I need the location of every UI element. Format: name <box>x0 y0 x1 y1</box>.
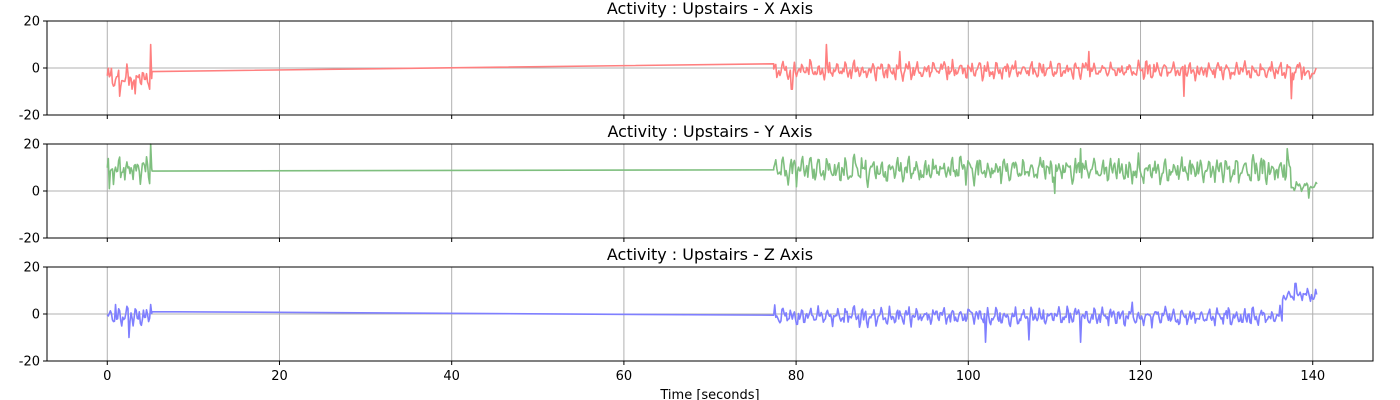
x-tick-label: 60 <box>616 369 633 384</box>
chart-title: Activity : Upstairs - Y Axis <box>607 122 812 141</box>
x-tick-label: 20 <box>271 369 288 384</box>
chart-panel-3: -20 0 20 0 20 40 60 80 100 120 140 Activity : Upsta… <box>19 245 1374 400</box>
chart-panel-1: -20 0 20 Activity : Upstairs - X Axis <box>19 0 1374 124</box>
x-tick-label: 120 <box>1128 369 1153 384</box>
x-tick-label: 0 <box>103 369 111 384</box>
series-line <box>106 282 1318 343</box>
chart-panel-2: -20 0 20 Activity : Upstairs - Y Axis <box>19 122 1374 247</box>
x-tick-label: 100 <box>956 369 981 384</box>
chart-title: Activity : Upstairs - X Axis <box>607 0 813 18</box>
y-tick-label: -20 <box>19 355 40 370</box>
y-tick-label: -20 <box>19 232 40 247</box>
x-tick-label: 80 <box>788 369 805 384</box>
y-tick-label: 0 <box>32 185 40 200</box>
chart-title: Activity : Upstairs - Z Axis <box>607 245 813 264</box>
y-tick-label: 20 <box>23 261 40 276</box>
y-tick-label: 0 <box>32 62 40 77</box>
y-tick-label: 0 <box>32 308 40 323</box>
y-tick-label: -20 <box>19 109 40 124</box>
y-tick-label: 20 <box>23 15 40 30</box>
series-line <box>106 143 1318 199</box>
y-tick-label: 20 <box>23 138 40 153</box>
x-tick-label: 40 <box>443 369 460 384</box>
x-axis-label: Time [seconds] <box>659 388 759 400</box>
x-tick-label: 140 <box>1300 369 1325 384</box>
series-line <box>106 43 1317 100</box>
